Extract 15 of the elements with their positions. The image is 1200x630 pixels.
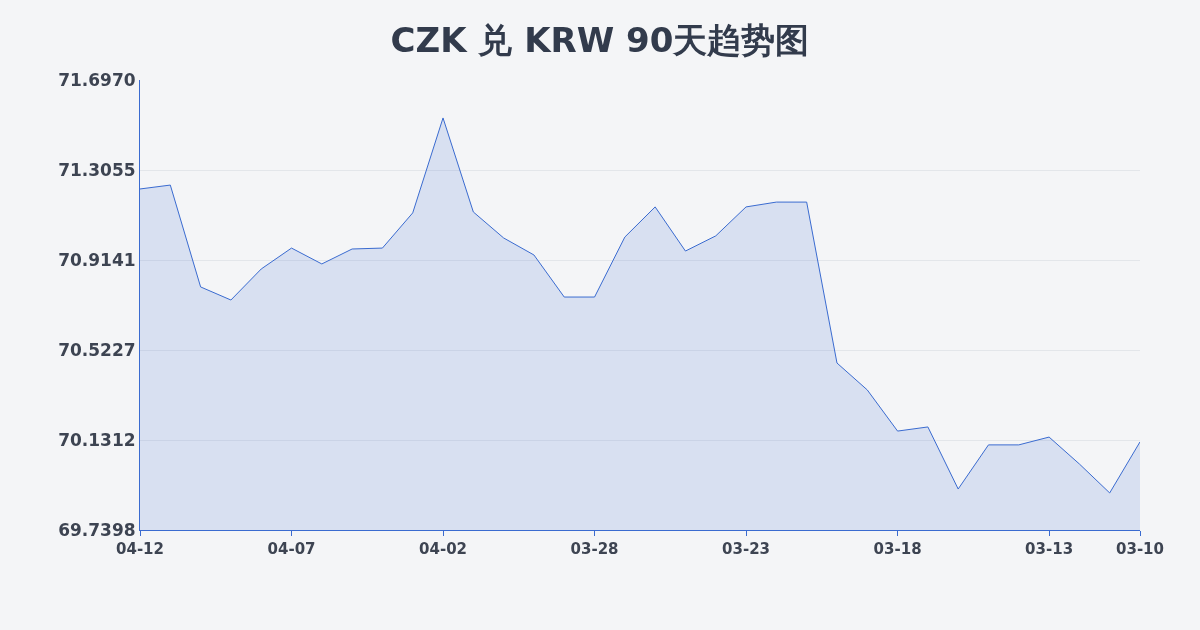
x-tick-label: 03-13 <box>1025 540 1074 558</box>
x-tick-label: 04-07 <box>267 540 316 558</box>
x-tick-label: 03-23 <box>722 540 771 558</box>
chart-title: CZK 兑 KRW 90天趋势图 <box>390 20 810 61</box>
x-tick-label: 03-18 <box>873 540 922 558</box>
x-tick-label: 03-28 <box>570 540 619 558</box>
y-tick-label: 70.1312 <box>58 429 136 450</box>
x-tick-label: 04-12 <box>116 540 164 558</box>
x-tick-label: 04-02 <box>419 540 468 558</box>
y-tick-label: 70.9141 <box>58 249 136 270</box>
y-tick-label: 71.6970 <box>58 69 136 90</box>
y-tick-label: 69.7398 <box>58 519 136 540</box>
x-tick-label: 03-10 <box>1116 540 1164 558</box>
y-tick-label: 71.3055 <box>58 159 136 180</box>
y-tick-label: 70.5227 <box>58 339 136 360</box>
